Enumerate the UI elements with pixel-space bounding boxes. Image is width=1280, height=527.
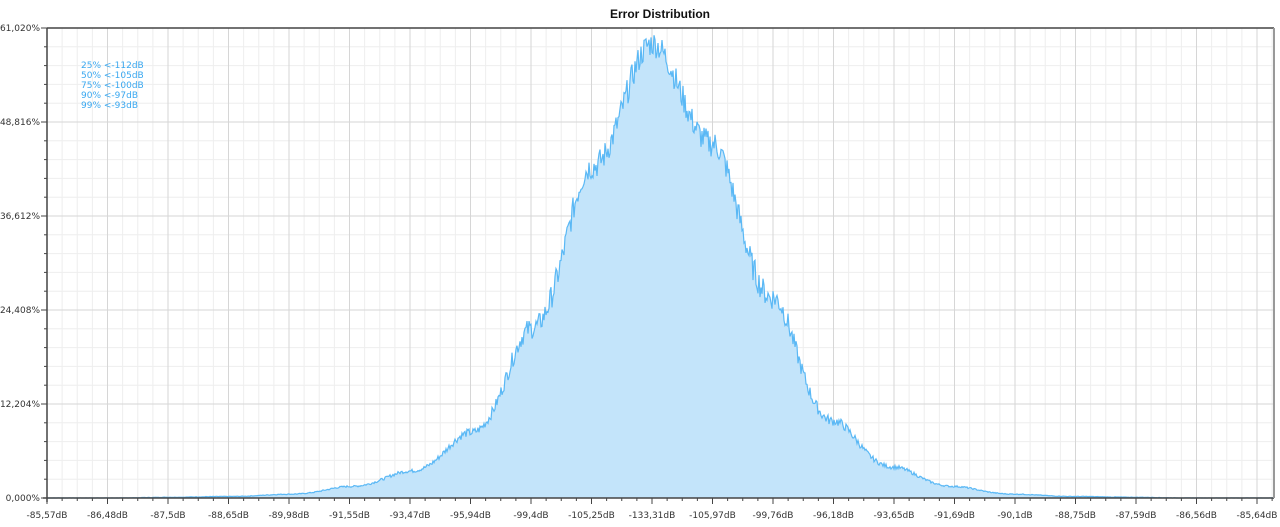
x-tick-label: -95,94dB bbox=[450, 511, 491, 521]
percentile-annotations: 25% <-112dB 50% <-105dB 75% <-100dB 90% … bbox=[81, 61, 144, 111]
distribution-area bbox=[47, 35, 1274, 499]
y-tick-label: 12,204% bbox=[0, 400, 40, 410]
x-tick-label: -99,4dB bbox=[513, 511, 548, 521]
y-tick-label: 0,000% bbox=[6, 494, 41, 504]
x-tick-label: -93,65dB bbox=[874, 511, 915, 521]
x-tick-label: -93,47dB bbox=[390, 511, 431, 521]
x-tick-label: -90,1dB bbox=[997, 511, 1032, 521]
x-tick-label: -88,65dB bbox=[208, 511, 249, 521]
y-axis-labels: 0,000% 12,204% 24,408% 36,612% 48,816% 61,020… bbox=[0, 24, 40, 504]
annotation-75: 75% <-100dB bbox=[81, 81, 144, 91]
x-tick-label: -89,98dB bbox=[269, 511, 310, 521]
y-tick-label: 36,612% bbox=[0, 212, 40, 222]
x-tick-label: -96,18dB bbox=[813, 511, 854, 521]
x-tick-label: -105,97dB bbox=[689, 511, 736, 521]
x-tick-label: -133,31dB bbox=[629, 511, 676, 521]
axes bbox=[41, 27, 1275, 504]
x-tick-label: -99,76dB bbox=[753, 511, 794, 521]
x-tick-label: -88,75dB bbox=[1055, 511, 1096, 521]
x-tick-label: -105,25dB bbox=[568, 511, 615, 521]
chart-title: Error Distribution bbox=[609, 7, 710, 21]
y-tick-label: 61,020% bbox=[0, 24, 40, 34]
y-tick-label: 24,408% bbox=[0, 306, 40, 316]
x-tick-label: -86,48dB bbox=[87, 511, 128, 521]
y-tick-label: 48,816% bbox=[0, 118, 40, 128]
annotation-99: 99% <-93dB bbox=[81, 101, 138, 111]
annotation-50: 50% <-105dB bbox=[81, 71, 144, 81]
annotation-90: 90% <-97dB bbox=[81, 91, 138, 101]
distribution-line bbox=[47, 35, 1274, 499]
x-tick-label: -87,59dB bbox=[1116, 511, 1157, 521]
x-axis-labels: -85,57dB -86,48dB -87,5dB -88,65dB -89,98dB -… bbox=[27, 511, 1278, 521]
x-tick-label: -91,55dB bbox=[329, 511, 370, 521]
x-tick-label: -85,57dB bbox=[27, 511, 68, 521]
x-tick-label: -87,5dB bbox=[150, 511, 185, 521]
annotation-25: 25% <-112dB bbox=[81, 61, 144, 71]
x-tick-label: -86,56dB bbox=[1176, 511, 1217, 521]
x-tick-label: -85,64dB bbox=[1237, 511, 1278, 521]
x-tick-label: -91,69dB bbox=[934, 511, 975, 521]
